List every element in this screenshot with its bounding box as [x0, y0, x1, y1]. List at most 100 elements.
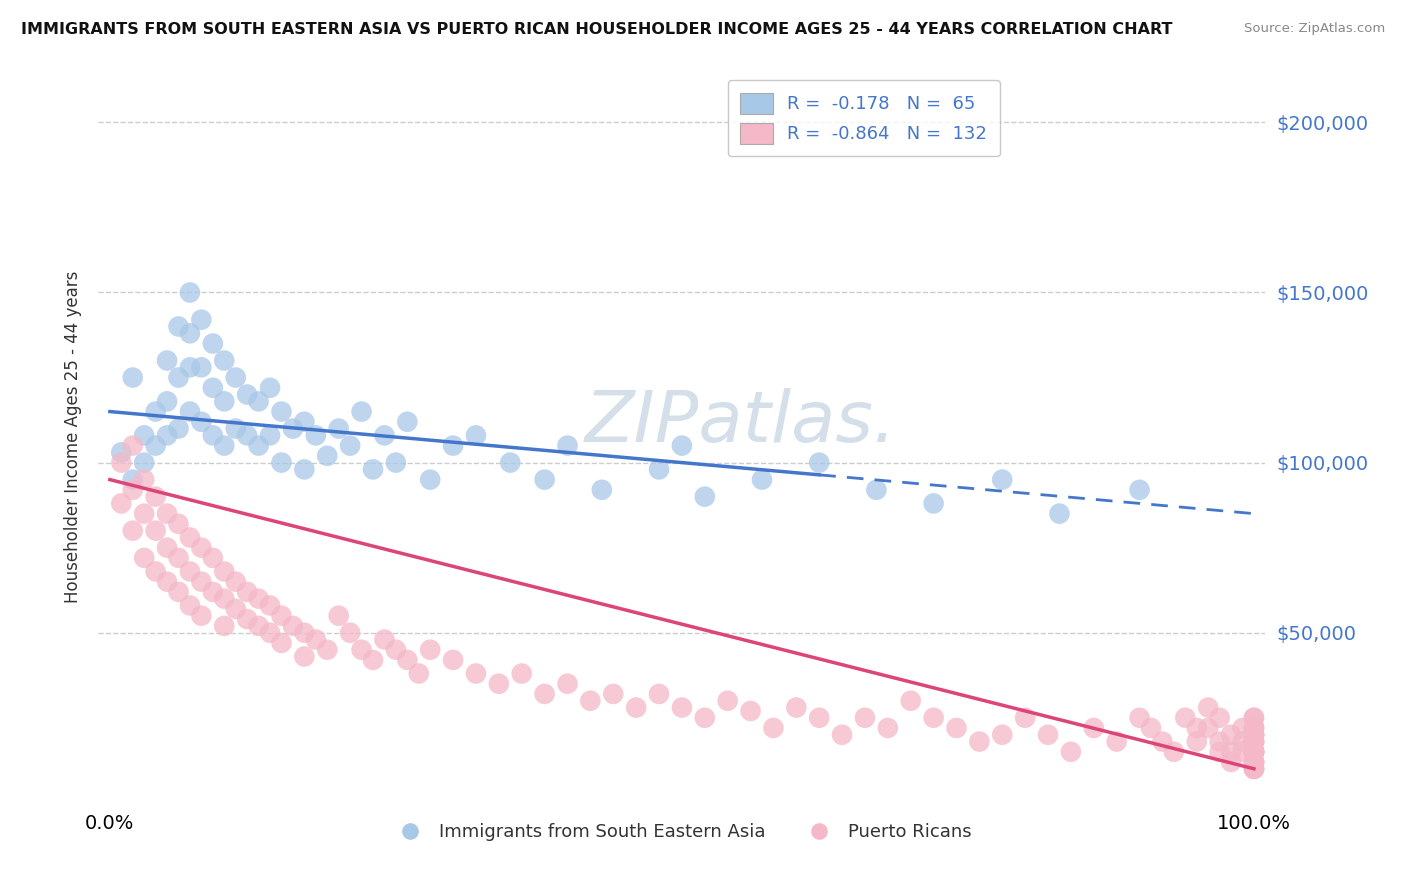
Point — [396, 653, 419, 667]
Point — [1185, 721, 1208, 735]
Point — [1243, 755, 1265, 769]
Point — [292, 415, 315, 429]
Point — [408, 666, 430, 681]
Point — [385, 642, 408, 657]
Point — [350, 642, 373, 657]
Point — [214, 565, 236, 579]
Point — [785, 700, 807, 714]
Point — [419, 642, 441, 657]
Point — [1243, 734, 1265, 748]
Point — [121, 439, 143, 453]
Point — [259, 599, 281, 613]
Point — [1243, 755, 1265, 769]
Point — [214, 619, 236, 633]
Point — [1243, 755, 1265, 769]
Text: ZIPatlas.: ZIPatlas. — [585, 388, 896, 457]
Point — [156, 507, 179, 521]
Point — [1243, 734, 1265, 748]
Point — [292, 462, 315, 476]
Point — [156, 394, 179, 409]
Point — [270, 608, 292, 623]
Point — [1243, 745, 1265, 759]
Point — [339, 625, 361, 640]
Point — [1243, 734, 1265, 748]
Point — [1243, 745, 1265, 759]
Point — [1014, 711, 1036, 725]
Point — [121, 524, 143, 538]
Point — [499, 456, 522, 470]
Point — [1128, 483, 1150, 497]
Point — [1243, 728, 1265, 742]
Point — [1243, 728, 1265, 742]
Point — [808, 456, 831, 470]
Point — [281, 619, 304, 633]
Point — [134, 456, 156, 470]
Point — [179, 404, 201, 418]
Legend: Immigrants from South Eastern Asia, Puerto Ricans: Immigrants from South Eastern Asia, Puer… — [385, 816, 979, 848]
Point — [693, 490, 716, 504]
Text: Source: ZipAtlas.com: Source: ZipAtlas.com — [1244, 22, 1385, 36]
Point — [236, 585, 259, 599]
Point — [1232, 745, 1254, 759]
Point — [1243, 711, 1265, 725]
Point — [190, 312, 212, 326]
Point — [1243, 755, 1265, 769]
Point — [1243, 755, 1265, 769]
Point — [179, 360, 201, 375]
Point — [969, 734, 991, 748]
Point — [1174, 711, 1197, 725]
Point — [853, 711, 876, 725]
Point — [247, 619, 270, 633]
Point — [1243, 745, 1265, 759]
Point — [373, 428, 395, 442]
Point — [145, 565, 167, 579]
Point — [281, 421, 304, 435]
Point — [602, 687, 624, 701]
Point — [110, 496, 132, 510]
Point — [1243, 745, 1265, 759]
Point — [361, 653, 384, 667]
Point — [156, 428, 179, 442]
Point — [259, 625, 281, 640]
Point — [1243, 745, 1265, 759]
Point — [270, 404, 292, 418]
Point — [361, 462, 384, 476]
Point — [1152, 734, 1174, 748]
Point — [1060, 745, 1083, 759]
Point — [190, 541, 212, 555]
Point — [900, 694, 922, 708]
Point — [557, 439, 579, 453]
Point — [179, 326, 201, 341]
Point — [305, 428, 328, 442]
Point — [1243, 762, 1265, 776]
Point — [1220, 728, 1243, 742]
Point — [305, 632, 328, 647]
Point — [648, 687, 671, 701]
Point — [1105, 734, 1128, 748]
Point — [328, 421, 350, 435]
Point — [145, 490, 167, 504]
Point — [396, 415, 419, 429]
Point — [247, 394, 270, 409]
Point — [762, 721, 785, 735]
Point — [717, 694, 740, 708]
Point — [110, 445, 132, 459]
Point — [945, 721, 967, 735]
Point — [533, 687, 555, 701]
Point — [201, 381, 224, 395]
Point — [145, 404, 167, 418]
Point — [1220, 755, 1243, 769]
Point — [1128, 711, 1150, 725]
Point — [1243, 745, 1265, 759]
Point — [339, 439, 361, 453]
Point — [201, 550, 224, 565]
Point — [1243, 721, 1265, 735]
Point — [991, 473, 1014, 487]
Point — [1243, 762, 1265, 776]
Point — [190, 415, 212, 429]
Point — [510, 666, 533, 681]
Point — [134, 428, 156, 442]
Point — [167, 421, 190, 435]
Point — [693, 711, 716, 725]
Point — [1232, 734, 1254, 748]
